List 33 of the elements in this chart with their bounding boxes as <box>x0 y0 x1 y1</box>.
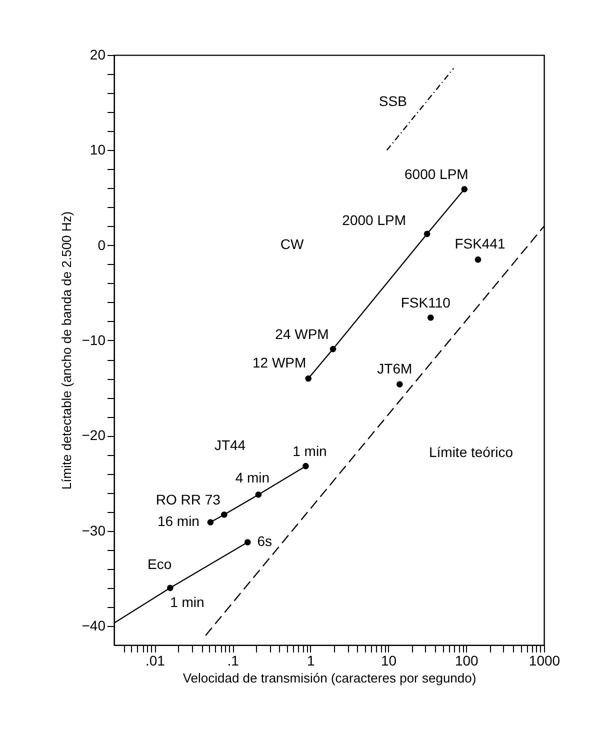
y-tick-label: 20 <box>90 46 106 62</box>
annotation: RO RR 73 <box>156 492 221 508</box>
annotation: 1 min <box>170 594 204 610</box>
series-label: FSK110 <box>400 294 451 311</box>
y-tick-label: −30 <box>82 522 106 538</box>
series-label: SSB <box>378 93 407 110</box>
y-tick-label: −20 <box>82 427 106 444</box>
y-tick-label: −40 <box>82 617 106 634</box>
annotation: Límite teórico <box>428 444 514 460</box>
annotation: 6s <box>257 533 272 550</box>
annotation: 24 WPM <box>275 326 329 342</box>
annotation: 6000 LPM <box>404 166 468 182</box>
annotation: 2000 LPM <box>342 212 406 228</box>
x-tick-label: 1000 <box>528 652 560 668</box>
x-tick-label: 100 <box>454 652 479 668</box>
x-tick-label: .1 <box>227 652 240 668</box>
series-label: Eco <box>148 556 172 572</box>
x-axis-title: Velocidad de transmisión (caracteres por segundo) <box>182 670 476 686</box>
y-tick-label: 0 <box>98 236 106 253</box>
x-tick-label: 10 <box>380 652 397 668</box>
series-label: FSK441 <box>454 236 506 252</box>
y-axis-title: Límite detectable (ancho de banda de 2.500 Hz) <box>58 211 74 490</box>
annotation: CW <box>280 236 304 252</box>
annotation: JT44 <box>214 437 246 453</box>
annotation: 4 min <box>235 470 270 486</box>
x-tick-label: 1 <box>307 652 316 668</box>
x-tick-label: .01 <box>145 652 166 668</box>
annotation: 1 min <box>292 443 327 460</box>
y-tick-label: −10 <box>82 332 106 348</box>
annotation: 12 WPM <box>252 354 306 371</box>
series-label: JT6M <box>377 360 412 376</box>
y-tick-label: 10 <box>90 142 106 158</box>
annotation: 16 min <box>157 513 200 530</box>
